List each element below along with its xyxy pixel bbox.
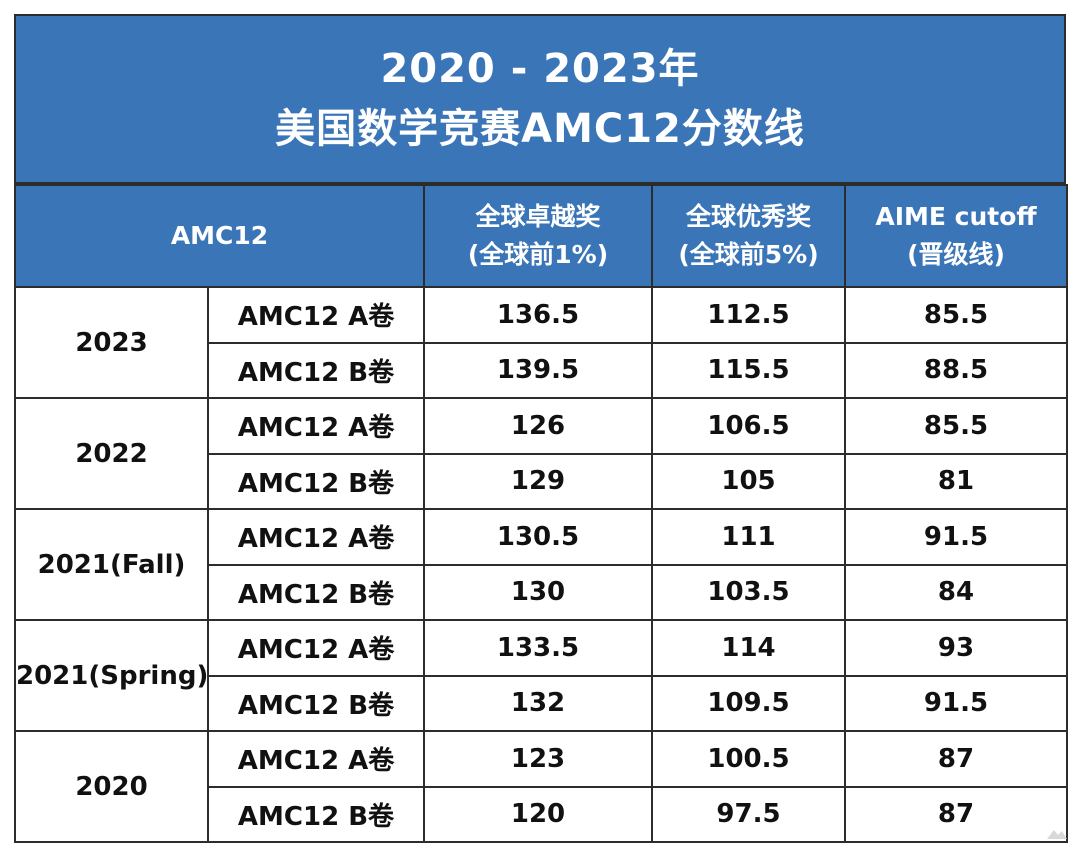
top5-cell: 106.5 — [651, 397, 846, 455]
paper-cell: AMC12 B卷 — [207, 674, 425, 732]
header-amc12: AMC12 — [14, 184, 425, 288]
aime-cell: 81 — [844, 452, 1068, 510]
aime-cell: 91.5 — [844, 674, 1068, 732]
aime-cell: 84 — [844, 563, 1068, 621]
year-cell: 2021(Fall) — [14, 508, 209, 621]
header-aime: AIME cutoff (晋级线) — [844, 184, 1068, 288]
top1-cell: 136.5 — [423, 286, 653, 344]
top1-cell: 123 — [423, 730, 653, 788]
table-row: 2022 AMC12 A卷 126 106.5 85.5 — [14, 397, 1068, 510]
top5-cell: 109.5 — [651, 674, 846, 732]
paper-cell: AMC12 B卷 — [207, 341, 425, 399]
top1-cell: 130.5 — [423, 508, 653, 566]
top1-cell: 130 — [423, 563, 653, 621]
top5-cell: 114 — [651, 619, 846, 677]
header-top5: 全球优秀奖 (全球前5%) — [651, 184, 846, 288]
header-top5-title: 全球优秀奖 — [685, 202, 811, 231]
paper-cell: AMC12 A卷 — [207, 619, 425, 677]
aime-cell: 87 — [844, 730, 1068, 788]
top5-cell: 100.5 — [651, 730, 846, 788]
paper-cell: AMC12 A卷 — [207, 286, 425, 344]
top5-cell: 115.5 — [651, 341, 846, 399]
top1-cell: 120 — [423, 785, 653, 843]
header-top1-sub: (全球前1%) — [467, 240, 609, 269]
top1-cell: 129 — [423, 452, 653, 510]
header-aime-sub: (晋级线) — [907, 240, 1005, 269]
top5-cell: 112.5 — [651, 286, 846, 344]
top1-cell: 133.5 — [423, 619, 653, 677]
cutoff-table: AMC12 全球卓越奖 (全球前1%) 全球优秀奖 (全球前5%) AIME c… — [14, 184, 1068, 843]
year-cell: 2023 — [14, 286, 209, 399]
paper-cell: AMC12 A卷 — [207, 508, 425, 566]
top1-cell: 132 — [423, 674, 653, 732]
title-line-2: 美国数学竞赛AMC12分数线 — [275, 106, 805, 152]
aime-cell: 88.5 — [844, 341, 1068, 399]
aime-cell: 85.5 — [844, 397, 1068, 455]
paper-cell: AMC12 B卷 — [207, 785, 425, 843]
paper-cell: AMC12 B卷 — [207, 563, 425, 621]
top5-cell: 105 — [651, 452, 846, 510]
header-top1-title: 全球卓越奖 — [475, 202, 601, 231]
paper-cell: AMC12 A卷 — [207, 397, 425, 455]
table-row: AMC12 B卷 130 103.5 84 — [15, 563, 1068, 621]
paper-cell: AMC12 A卷 — [207, 730, 425, 788]
top1-cell: 126 — [423, 397, 653, 455]
table-row: 2021(Spring) AMC12 A卷 133.5 114 93 — [14, 619, 1068, 732]
aime-cell: 93 — [844, 619, 1068, 677]
top1-cell: 139.5 — [423, 341, 653, 399]
aime-cell: 91.5 — [844, 508, 1068, 566]
header-top5-sub: (全球前5%) — [678, 240, 819, 269]
table-row: AMC12 B卷 120 97.5 87 — [15, 785, 1068, 843]
year-cell: 2022 — [14, 397, 209, 510]
table-row: 2023 AMC12 A卷 136.5 112.5 85.5 — [14, 286, 1068, 399]
header-row: AMC12 全球卓越奖 (全球前1%) 全球优秀奖 (全球前5%) AIME c… — [14, 184, 1068, 288]
title-line-1: 2020 - 2023年 — [380, 46, 700, 92]
top5-cell: 103.5 — [651, 563, 846, 621]
aime-cell: 87 — [844, 785, 1068, 843]
table-row: 2020 AMC12 A卷 123 100.5 87 — [14, 730, 1068, 843]
year-cell: 2021(Spring) — [14, 619, 209, 732]
title-banner: 2020 - 2023年 美国数学竞赛AMC12分数线 — [14, 14, 1066, 184]
aime-cell: 85.5 — [844, 286, 1068, 344]
header-aime-title: AIME cutoff — [875, 202, 1037, 231]
year-cell: 2020 — [14, 730, 209, 843]
table-row: 2021(Fall) AMC12 A卷 130.5 111 91.5 — [14, 508, 1068, 621]
table-row: AMC12 B卷 139.5 115.5 88.5 — [15, 341, 1068, 399]
paper-cell: AMC12 B卷 — [207, 452, 425, 510]
header-top1: 全球卓越奖 (全球前1%) — [423, 184, 653, 288]
table-row: AMC12 B卷 132 109.5 91.5 — [15, 674, 1068, 732]
top5-cell: 111 — [651, 508, 846, 566]
watermark-icon — [1047, 830, 1067, 839]
table-row: AMC12 B卷 129 105 81 — [15, 452, 1068, 510]
top5-cell: 97.5 — [651, 785, 846, 843]
